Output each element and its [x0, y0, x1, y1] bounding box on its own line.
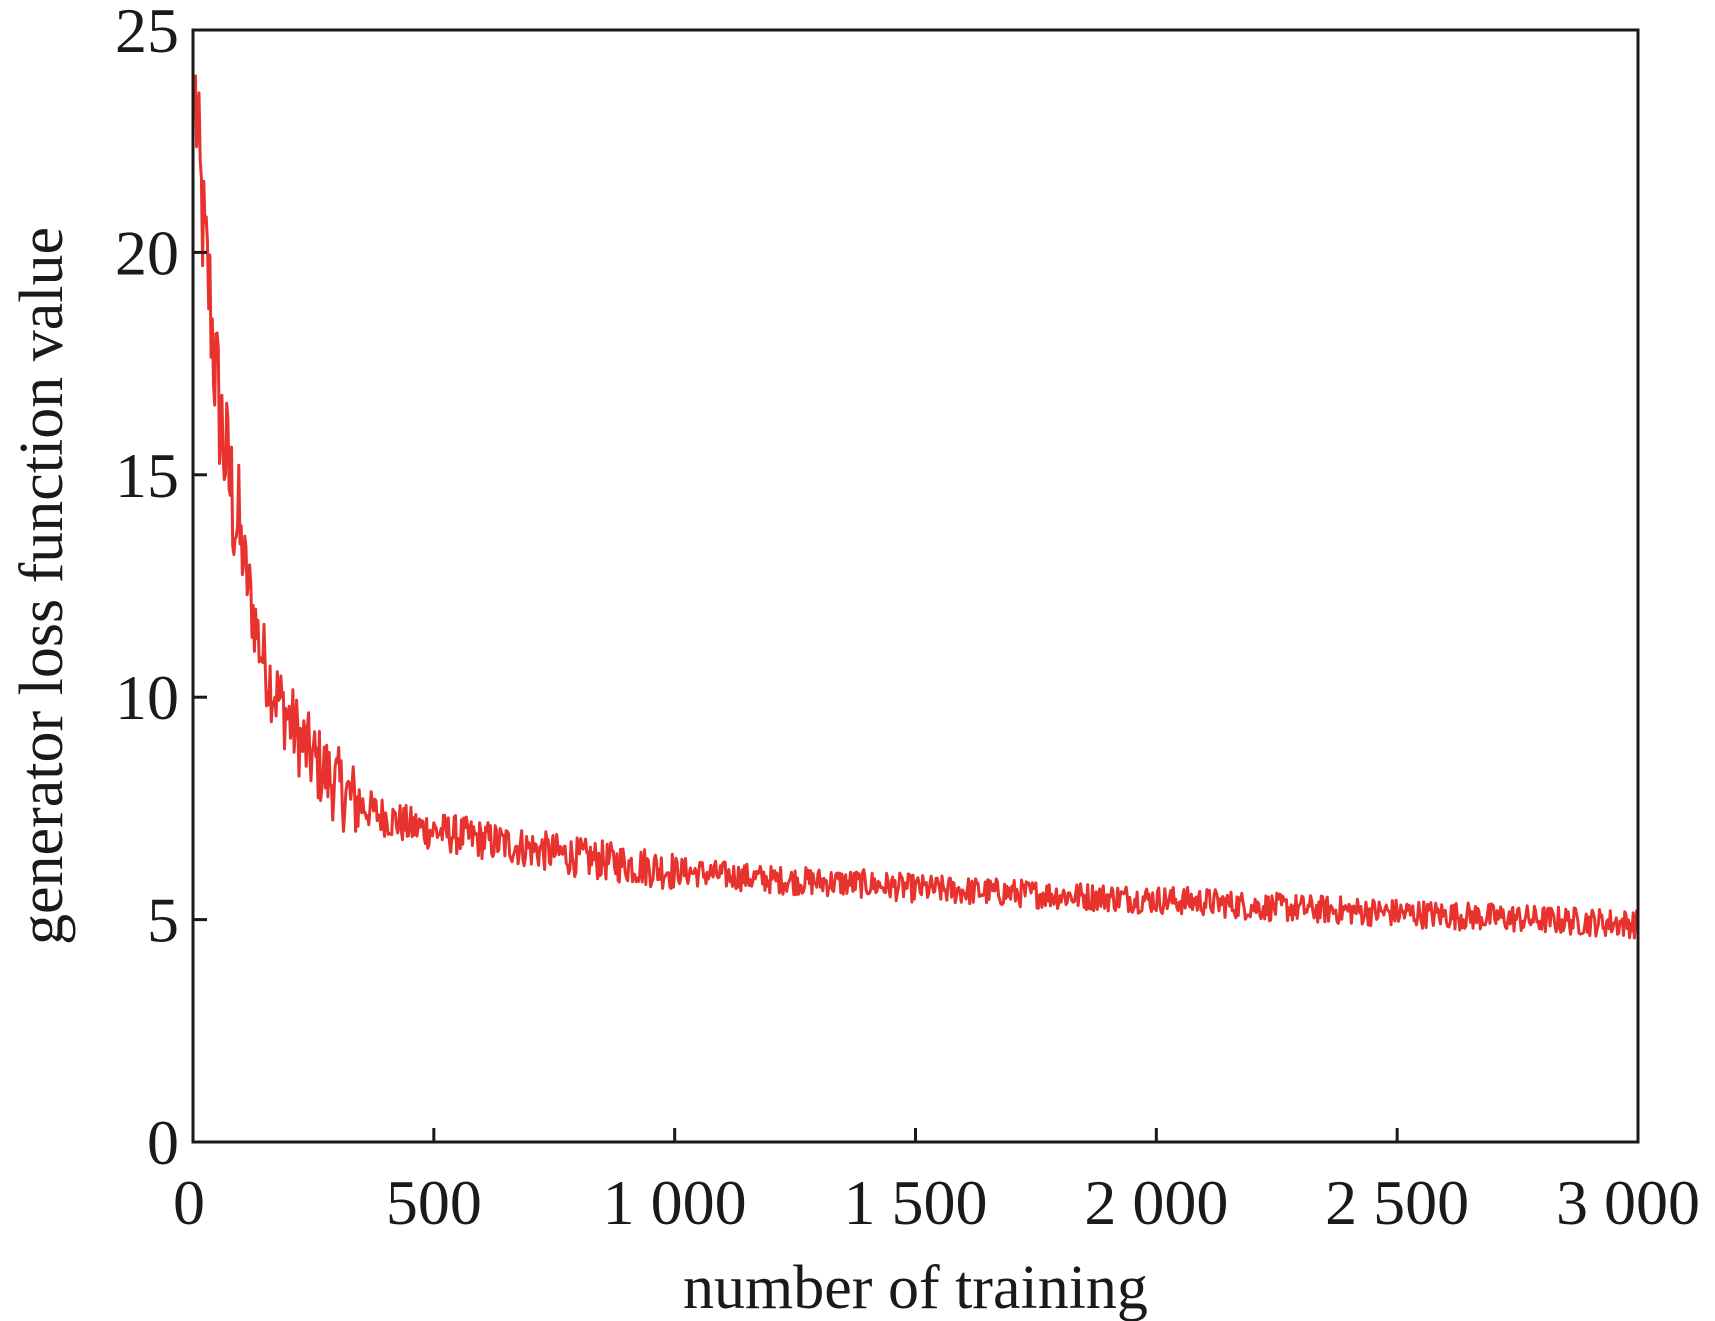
- y-tick-label: 10: [115, 662, 179, 733]
- y-axis-label: generator loss function value: [8, 227, 76, 945]
- x-tick-label: 0: [173, 1167, 205, 1238]
- x-axis-label: number of training: [683, 1254, 1148, 1321]
- y-tick-label: 15: [115, 440, 179, 511]
- y-tick-label: 0: [147, 1107, 179, 1178]
- x-tick-label: 2 500: [1325, 1167, 1469, 1238]
- y-tick-label: 5: [147, 885, 179, 956]
- y-axis-ticks: 0 5 10 15 20 25: [115, 0, 207, 1178]
- x-axis-ticks: 0 500 1 000 1 500 2 000 2 500 3 000: [173, 1128, 1700, 1238]
- x-tick-label: 2 000: [1084, 1167, 1228, 1238]
- plot-frame: [191, 28, 1640, 1144]
- x-tick-label: 500: [386, 1167, 482, 1238]
- y-tick-label: 25: [115, 0, 179, 66]
- plot-area: [193, 74, 1640, 940]
- x-tick-label: 3 000: [1556, 1167, 1700, 1238]
- x-tick-label: 1 000: [603, 1167, 747, 1238]
- y-tick-label: 20: [115, 217, 179, 288]
- x-tick-label: 1 500: [844, 1167, 988, 1238]
- series-line-generator-loss: [193, 74, 1640, 940]
